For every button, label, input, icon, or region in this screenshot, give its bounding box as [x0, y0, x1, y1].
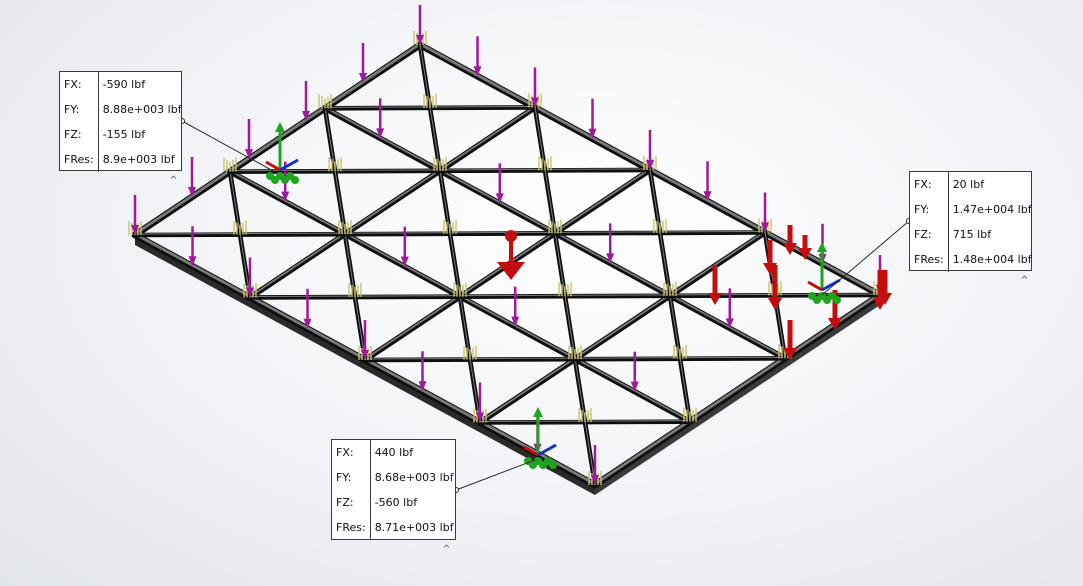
fy-label: FY:	[910, 197, 949, 222]
downward-load-arrow-icon	[303, 318, 312, 329]
reaction-arrow	[708, 293, 722, 305]
fy-value: 8.68e+003 lbf	[374, 471, 454, 484]
fixed-geometry-icon	[549, 461, 557, 469]
fz-value: -155 lbf	[102, 128, 146, 141]
fx-label: FX:	[60, 72, 99, 97]
downward-load-arrow-icon	[588, 128, 597, 139]
fixed-geometry-icon	[817, 242, 827, 252]
reaction-callout-bottom[interactable]: FX: 440 lbf FY: 8.68e+003 lbf FZ: -560 lbf …	[331, 439, 456, 540]
downward-load-arrow-icon	[531, 97, 539, 108]
reaction-arrow	[763, 263, 777, 275]
downward-load-arrow-icon	[361, 350, 369, 360]
axis-triad-icon	[537, 443, 557, 457]
fz-label: FZ:	[910, 222, 949, 247]
reaction-arrow	[783, 348, 797, 360]
fres-label: FRes:	[910, 247, 949, 272]
remote-load-icon	[505, 230, 517, 242]
fixture-symbols	[265, 122, 841, 469]
fy-label: FY:	[60, 97, 99, 122]
fres-value: 8.9e+003 lbf	[102, 153, 175, 166]
fx-value: -590 lbf	[102, 78, 146, 91]
downward-load-arrow-icon	[495, 193, 504, 204]
fz-label: FZ:	[332, 490, 371, 515]
fx-label: FX:	[332, 440, 371, 465]
steel-frame-structure	[131, 41, 884, 495]
downward-load-arrow-icon	[188, 187, 196, 197]
downward-load-arrow-icon	[476, 412, 484, 423]
fx-value: 440 lbf	[374, 446, 414, 459]
chevron-up-icon[interactable]: ⌃	[168, 174, 179, 189]
chevron-up-icon[interactable]: ⌃	[441, 543, 452, 558]
load-arrows	[131, 5, 884, 485]
cross-rail-0-highlight	[249, 105, 536, 298]
axis-triad-icon	[265, 160, 281, 172]
downward-load-arrow-icon	[418, 381, 427, 392]
downward-load-arrow-icon	[511, 316, 520, 327]
reaction-arrow	[878, 293, 892, 305]
axis-triad-icon	[807, 280, 823, 292]
downward-load-arrow-icon	[400, 256, 409, 267]
fx-label: FX:	[910, 172, 949, 197]
connection-nodes	[128, 31, 887, 485]
reaction-arrow	[798, 248, 812, 260]
fixed-geometry-icon	[275, 122, 285, 132]
reaction-arrow	[768, 298, 782, 310]
downward-load-arrow-icon	[245, 149, 253, 159]
downward-load-arrow-icon	[606, 253, 615, 264]
fixed-geometry-icon	[833, 296, 841, 304]
fz-label: FZ:	[60, 122, 99, 147]
downward-load-arrow-icon	[131, 225, 139, 235]
fz-value: -560 lbf	[374, 496, 418, 509]
fixed-geometry-icon	[291, 176, 299, 184]
fx-value: 20 lbf	[952, 178, 985, 191]
reaction-callout-top-left[interactable]: FX: -590 lbf FY: 8.88e+003 lbf FZ: -155 lbf…	[59, 71, 182, 172]
downward-load-arrow-icon	[359, 73, 367, 83]
downward-load-arrow-icon	[725, 318, 734, 329]
downward-load-arrow-icon	[591, 475, 599, 485]
fres-label: FRes:	[60, 147, 99, 172]
callout-leader-line	[181, 120, 276, 173]
chevron-up-icon[interactable]: ⌃	[1019, 274, 1030, 289]
callout-leader-line	[455, 459, 536, 491]
reaction-callout-right[interactable]: FX: 20 lbf FY: 1.47e+004 lbf FZ: 715 lbf FR…	[909, 171, 1032, 272]
reaction-force-arrows	[497, 225, 892, 360]
fz-value: 715 lbf	[952, 228, 992, 241]
fy-value: 1.47e+004 lbf	[952, 203, 1032, 216]
reaction-arrow	[828, 318, 842, 330]
downward-load-arrow-icon	[761, 222, 769, 233]
downward-load-arrow-icon	[188, 256, 197, 267]
downward-load-arrow-icon	[646, 160, 654, 170]
downward-load-arrow-icon	[376, 128, 385, 139]
remote-load-icon	[497, 262, 525, 280]
fixed-geometry-icon	[533, 407, 543, 417]
perimeter-beam-left-highlight	[133, 42, 422, 236]
fres-label: FRes:	[332, 515, 371, 540]
reaction-arrow	[783, 243, 797, 255]
downward-load-arrow-icon	[281, 191, 290, 202]
fres-value: 8.71e+003 lbf	[374, 521, 454, 534]
fres-value: 1.48e+004 lbf	[952, 253, 1032, 266]
axis-triad-icon	[279, 158, 299, 172]
downward-load-arrow-icon	[302, 111, 310, 121]
callout-leader-line	[821, 220, 910, 296]
downward-load-arrow-icon	[630, 381, 639, 392]
downward-load-arrow-icon	[416, 35, 424, 45]
downward-load-arrow-icon	[246, 287, 254, 298]
axis-triad-icon	[523, 445, 539, 457]
downward-load-arrow-icon	[703, 191, 712, 202]
fy-value: 8.88e+003 lbf	[102, 103, 182, 116]
cross-rail-2-highlight	[479, 230, 766, 423]
fy-label: FY:	[332, 465, 371, 490]
downward-load-arrow-icon	[473, 66, 482, 77]
